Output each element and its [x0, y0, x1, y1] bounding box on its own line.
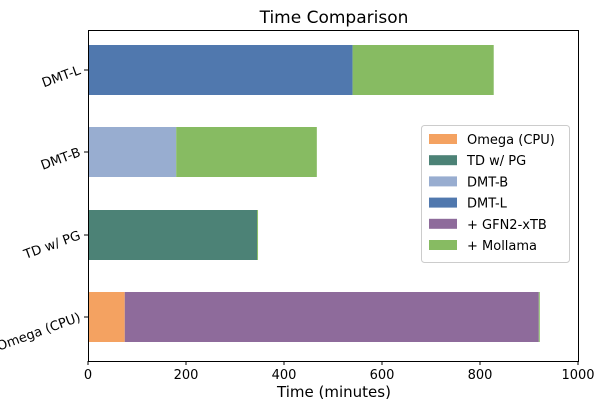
x-axis-ticks: 0 200 400 600 800 1000 — [84, 361, 595, 383]
bar-omega-cpu-mollama — [538, 292, 540, 342]
bar-omega-cpu-gfn2-xtb — [124, 292, 539, 342]
x-tick-label: 600 — [370, 368, 395, 383]
bar-dmt-l-mollama — [352, 45, 494, 95]
x-tick-label: 800 — [468, 368, 493, 383]
legend-items: Omega (CPU) TD w/ PG DMT-B DMT-L + GFN2-xTB +… — [429, 133, 555, 254]
bar-dmt-b-dmt-b — [88, 127, 177, 177]
y-tick-label: Omega (CPU) — [0, 310, 83, 354]
x-tick-label: 200 — [174, 368, 199, 383]
legend: Omega (CPU) TD w/ PG DMT-B DMT-L + GFN2-xTB +… — [421, 125, 570, 263]
y-tick-label: DMT-L — [40, 63, 83, 91]
y-axis-ticks: DMT-L DMT-B TD w/ PG Omega (CPU) — [0, 63, 88, 355]
legend-label-omega-cpu: Omega (CPU) — [467, 133, 555, 148]
legend-box — [421, 125, 570, 263]
bar-td-w-pg-mollama — [257, 210, 259, 260]
plot-frame — [88, 30, 579, 362]
bar-omega-cpu-omega-cpu — [88, 292, 125, 342]
legend-swatch-mollama — [429, 240, 457, 250]
legend-swatch-gfn2-xtb — [429, 218, 457, 229]
x-tick-label: 0 — [84, 368, 92, 383]
chart-title: Time Comparison — [259, 8, 409, 28]
legend-label-td-w-pg: TD w/ PG — [466, 154, 526, 169]
legend-swatch-dmt-l — [429, 197, 457, 208]
legend-swatch-td-w-pg — [429, 155, 457, 166]
legend-swatch-omega-cpu — [429, 134, 457, 144]
x-tick-label: 400 — [272, 368, 297, 383]
legend-label-mollama: + Mollama — [467, 239, 537, 254]
y-tick-label: TD w/ PG — [21, 228, 83, 263]
bars-layer — [88, 45, 540, 342]
y-tick-label: DMT-B — [39, 145, 83, 173]
legend-label-dmt-b: DMT-B — [467, 175, 508, 190]
legend-label-gfn2-xtb: + GFN2-xTB — [467, 218, 547, 233]
legend-swatch-dmt-b — [429, 176, 457, 187]
bar-dmt-l-dmt-l — [88, 45, 353, 95]
x-axis-label: Time (minutes) — [276, 383, 391, 401]
bar-td-w-pg-td-w-pg — [88, 210, 258, 260]
legend-label-dmt-l: DMT-L — [467, 197, 508, 212]
x-tick-label: 1000 — [561, 368, 594, 383]
bar-dmt-b-mollama — [176, 127, 317, 177]
